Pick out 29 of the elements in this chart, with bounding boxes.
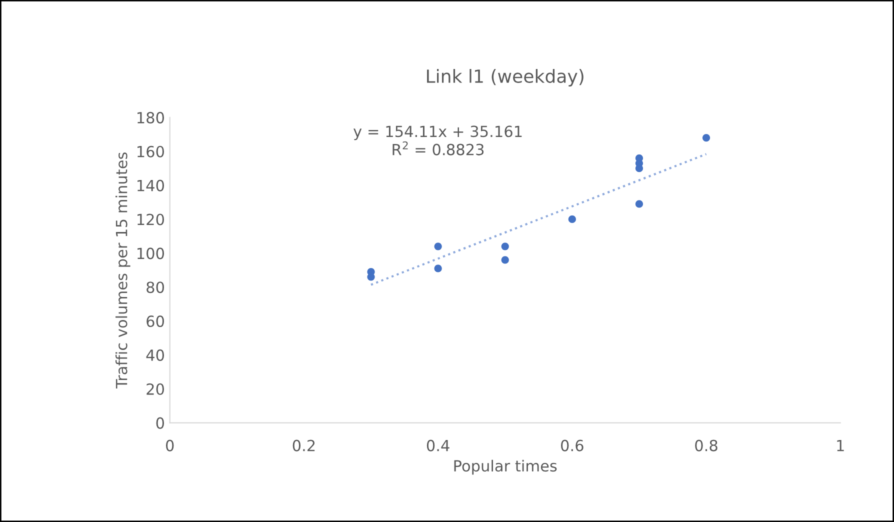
x-tick-label: 0 xyxy=(166,440,174,452)
chart-title: Link l1 (weekday) xyxy=(427,69,584,86)
point xyxy=(367,273,375,281)
x-tick-label: 0.6 xyxy=(561,440,584,452)
y-tick-label: 40 xyxy=(146,349,164,361)
y-tick-label: 160 xyxy=(138,146,164,158)
y-tick-label: 20 xyxy=(146,383,164,395)
point xyxy=(501,256,509,264)
point xyxy=(434,242,442,250)
y-axis-title: Traffic volumes per 15 minutes xyxy=(115,152,130,389)
annotation: y = 154.11x + 35.161 R$^{2}$ = 0.8823 xyxy=(354,126,522,156)
y-tick-label: 180 xyxy=(138,112,164,124)
x-tick-label: 1 xyxy=(837,440,844,452)
y-tick-label: 100 xyxy=(138,248,164,260)
x-axis-title: Popular times xyxy=(454,460,557,475)
point xyxy=(702,134,710,142)
y-tick-label: 140 xyxy=(138,180,164,192)
y-tick-label: 120 xyxy=(138,214,164,226)
x-tick-label: 0.2 xyxy=(292,440,315,452)
x-tick-label: 0.8 xyxy=(695,440,718,452)
y-tick-label: 80 xyxy=(146,282,164,294)
point xyxy=(568,215,576,224)
point xyxy=(501,242,509,250)
y-tick-label: 60 xyxy=(146,315,164,328)
x-tick-label: 0.4 xyxy=(426,440,450,452)
point xyxy=(635,200,644,208)
y-tick-label: 0 xyxy=(156,417,164,429)
point xyxy=(635,164,644,172)
point xyxy=(434,264,442,272)
